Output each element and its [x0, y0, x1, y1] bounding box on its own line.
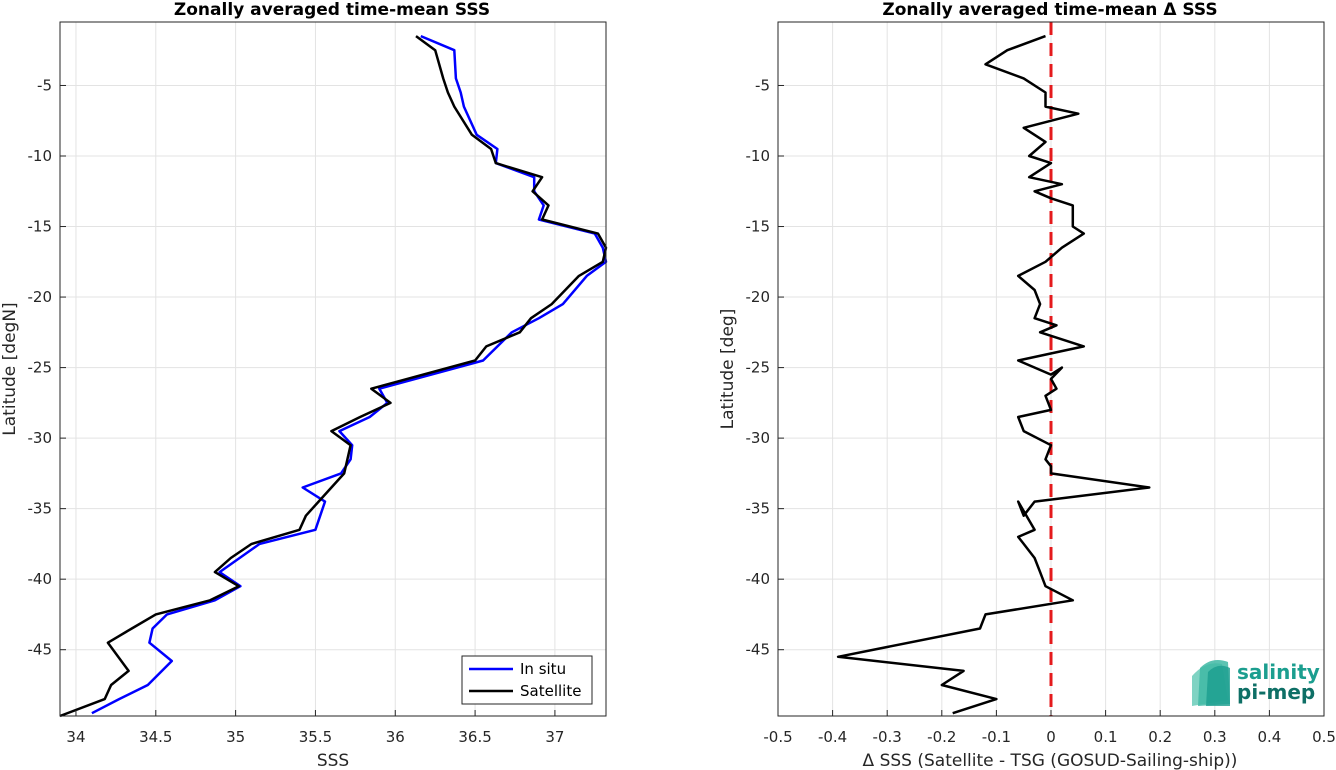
sss-x-tick-label: 34.5 — [139, 728, 172, 746]
delta-sss-y-ticks: -5 -10 -15 -20 -25 -30 -35 -40 -45 — [746, 76, 784, 659]
delta-sss-x-tick-label: -0.5 — [763, 728, 792, 746]
logo-text-salinity: salinity — [1237, 660, 1320, 684]
logo-text-pi-mep: pi-mep — [1237, 680, 1315, 704]
delta-sss-x-axis-label: Δ SSS (Satellite - TSG (GOSUD-Sailing-sh… — [863, 751, 1238, 770]
delta-sss-x-tick-label: 0.5 — [1312, 728, 1336, 746]
sss-x-tick-label: 36 — [386, 728, 405, 746]
legend-box — [461, 655, 593, 705]
delta-sss-x-ticks: -0.5 -0.4 -0.3 -0.2 -0.1 0 0.1 0.2 0.3 0.4 0.5 — [763, 710, 1336, 746]
delta-sss-y-tick-label: -45 — [746, 641, 771, 659]
sss-x-tick-label: 35.5 — [299, 728, 332, 746]
delta-sss-series-group — [836, 34, 1151, 715]
sss-y-tick-label: -35 — [28, 500, 53, 518]
sss-y-tick-label: -30 — [28, 429, 53, 447]
sss-x-tick-label: 34 — [66, 728, 85, 746]
sss-plot-area — [60, 22, 606, 716]
delta-sss-chart-title: Zonally averaged time-mean Δ SSS — [882, 0, 1217, 20]
legend-label-satellite: Satellite — [520, 682, 581, 700]
sss-y-tick-label: -5 — [37, 76, 52, 94]
sss-panel: Zonally averaged time-mean SSS 34 34.5 35 3… — [0, 0, 608, 770]
sss-axes-box — [59, 21, 607, 717]
delta-sss-x-tick-label: 0.4 — [1257, 728, 1281, 746]
delta-sss-y-tick-label: -15 — [746, 218, 771, 236]
sss-x-tick-label: 36.5 — [458, 728, 491, 746]
delta-sss-x-tick-label: -0.2 — [927, 728, 956, 746]
delta-sss-y-tick-label: -35 — [746, 500, 771, 518]
sss-x-tick-label: 37 — [545, 728, 564, 746]
sss-y-axis-label: Latitude [degN] — [0, 302, 20, 435]
delta-sss-y-tick-label: -5 — [755, 76, 770, 94]
sss-y-tick-label: -25 — [28, 359, 53, 377]
salinity-pi-mep-logo: salinity pi-mep — [1192, 660, 1320, 706]
salinity-wave-icon — [1192, 660, 1230, 706]
sss-y-tick-label: -10 — [28, 147, 53, 165]
sss-x-tick-label: 35 — [226, 728, 245, 746]
delta-sss-panel: Zonally averaged time-mean Δ SSS -0.5 -0.… — [718, 0, 1336, 770]
sss-y-ticks: -5 -10 -15 -20 -25 -30 -35 -40 -45 — [28, 76, 66, 659]
delta-sss-y-tick-label: -10 — [746, 147, 771, 165]
delta-sss-y-tick-label: -30 — [746, 429, 771, 447]
sss-line-satellite — [59, 35, 608, 718]
delta-sss-x-tick-label: 0 — [1046, 728, 1056, 746]
sss-x-ticks: 34 34.5 35 35.5 36 36.5 37 — [66, 710, 564, 746]
delta-sss-line-series-0 — [836, 34, 1151, 715]
sss-y-tick-label: -45 — [28, 641, 53, 659]
delta-sss-y-axis-label: Latitude [deg] — [718, 309, 738, 430]
delta-sss-x-tick-label: -0.4 — [818, 728, 847, 746]
sss-chart-title: Zonally averaged time-mean SSS — [174, 0, 490, 20]
legend: In situ Satellite — [461, 655, 593, 705]
delta-sss-x-tick-label: -0.3 — [873, 728, 902, 746]
sss-series-group — [59, 34, 608, 718]
sss-y-tick-label: -40 — [28, 570, 53, 588]
legend-label-in-situ: In situ — [520, 660, 566, 678]
delta-sss-x-tick-label: -0.1 — [982, 728, 1011, 746]
sss-y-tick-label: -20 — [28, 288, 53, 306]
delta-sss-x-tick-label: 0.1 — [1094, 728, 1118, 746]
delta-sss-x-tick-label: 0.3 — [1203, 728, 1227, 746]
delta-sss-x-tick-label: 0.2 — [1148, 728, 1172, 746]
sss-line-in-situ — [91, 34, 608, 715]
delta-sss-y-tick-label: -20 — [746, 288, 771, 306]
delta-sss-y-tick-label: -25 — [746, 359, 771, 377]
delta-sss-y-tick-label: -40 — [746, 570, 771, 588]
sss-y-tick-label: -15 — [28, 218, 53, 236]
sss-x-axis-label: SSS — [317, 751, 349, 770]
